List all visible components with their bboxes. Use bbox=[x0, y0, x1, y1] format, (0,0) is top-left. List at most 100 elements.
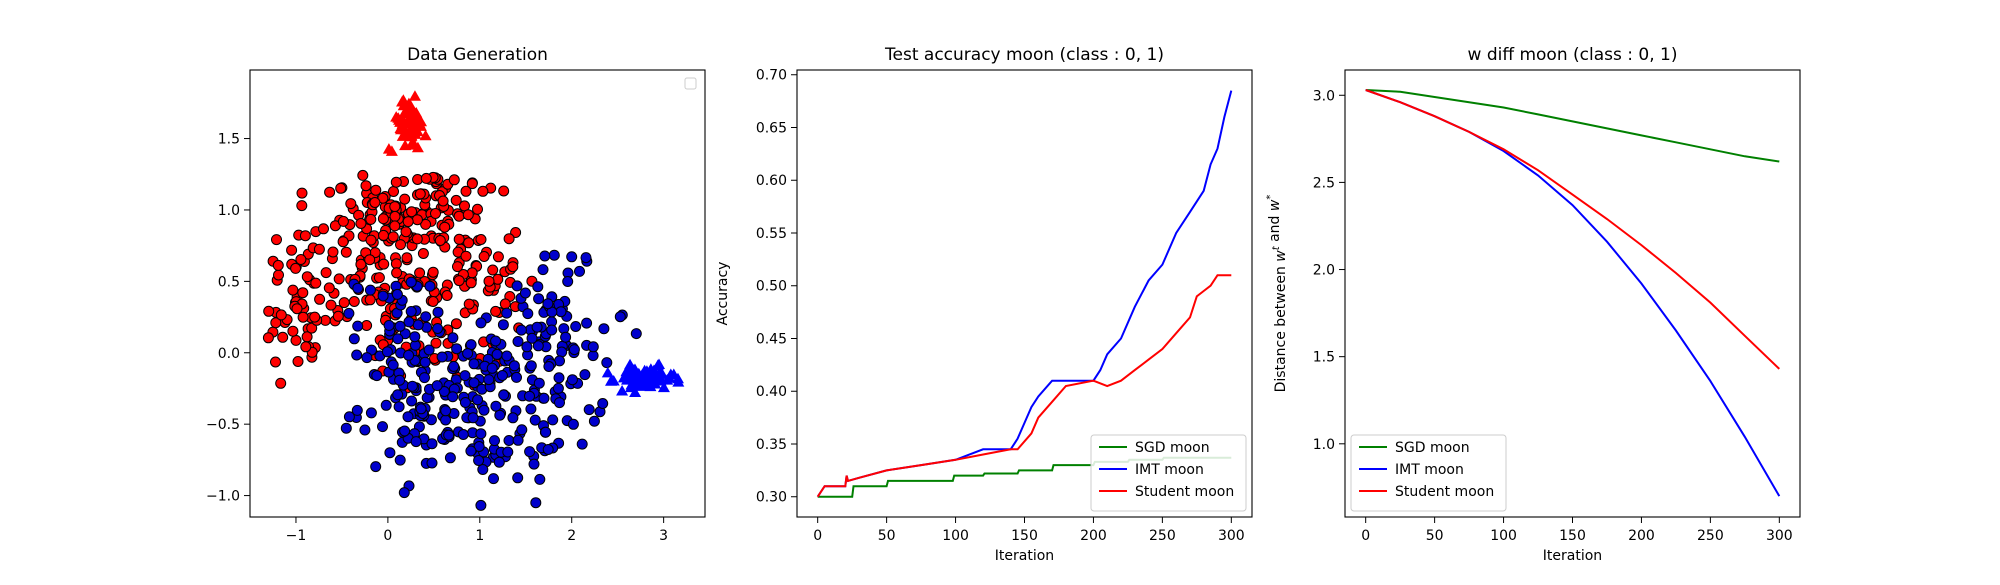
y-tick-label: 2.5 bbox=[1313, 175, 1335, 191]
scatter-point bbox=[439, 221, 451, 233]
scatter-point bbox=[398, 487, 410, 499]
scatter-point bbox=[371, 370, 383, 382]
scatter-point bbox=[490, 305, 502, 317]
scatter-point bbox=[287, 325, 299, 337]
scatter-point bbox=[411, 233, 423, 245]
scatter-point bbox=[270, 317, 282, 329]
scatter-point bbox=[453, 210, 465, 222]
x-tick-label: 200 bbox=[1080, 528, 1107, 544]
scatter-point bbox=[566, 251, 578, 263]
scatter-point bbox=[364, 284, 376, 296]
scatter-point bbox=[552, 382, 564, 394]
scatter-point bbox=[405, 276, 417, 288]
scatter-point bbox=[560, 331, 572, 343]
scatter-point bbox=[468, 377, 480, 389]
y-tick-label: 3.0 bbox=[1313, 88, 1335, 104]
scatter-point bbox=[450, 318, 462, 330]
scatter-point bbox=[391, 267, 403, 279]
scatter-point bbox=[468, 358, 480, 370]
scatter-point bbox=[580, 252, 592, 264]
scatter-point bbox=[290, 262, 302, 274]
scatter-triangle bbox=[649, 378, 662, 389]
scatter-point bbox=[360, 180, 372, 192]
legend-label: IMT moon bbox=[1395, 462, 1464, 478]
scatter-point bbox=[453, 275, 465, 287]
scatter-point bbox=[576, 438, 588, 450]
scatter-point bbox=[297, 287, 309, 299]
scatter-point bbox=[333, 273, 345, 285]
x-tick-label: 150 bbox=[1011, 528, 1038, 544]
scatter-point bbox=[473, 441, 485, 452]
legend-label: SGD moon bbox=[1135, 440, 1210, 456]
scatter-triangle bbox=[654, 375, 667, 386]
scatter-point bbox=[503, 233, 515, 245]
x-tick-label: 250 bbox=[1697, 528, 1724, 544]
y-tick-label: 0.70 bbox=[756, 68, 787, 84]
scatter-point bbox=[405, 306, 417, 317]
scatter-point bbox=[528, 458, 540, 470]
scatter-point bbox=[389, 220, 401, 232]
scatter-point bbox=[630, 328, 642, 340]
scatter-point bbox=[534, 473, 546, 485]
y-tick-label: 1.0 bbox=[218, 203, 240, 219]
scatter-point bbox=[355, 258, 367, 270]
scatter-point bbox=[501, 350, 513, 362]
scatter-point bbox=[296, 200, 308, 212]
x-tick-label: 250 bbox=[1149, 528, 1176, 544]
scatter-point bbox=[295, 254, 307, 265]
scatter-point bbox=[547, 414, 559, 426]
scatter-point bbox=[420, 172, 432, 184]
scatter-point bbox=[432, 323, 444, 334]
scatter-point bbox=[462, 348, 474, 359]
scatter-point bbox=[403, 349, 415, 361]
scatter-point bbox=[389, 201, 401, 213]
scatter-point bbox=[402, 411, 414, 423]
scatter-point bbox=[498, 389, 510, 401]
legend-label: IMT moon bbox=[1135, 462, 1204, 478]
scatter-point bbox=[299, 230, 311, 242]
scatter-point bbox=[335, 182, 347, 194]
scatter-triangle bbox=[622, 362, 635, 373]
scatter-point bbox=[443, 429, 455, 441]
series-line-student-moon bbox=[1365, 89, 1780, 370]
scatter-point bbox=[463, 298, 475, 310]
scatter-point bbox=[542, 298, 554, 310]
scatter-triangle bbox=[642, 369, 655, 381]
scatter-point bbox=[275, 309, 287, 321]
scatter-point bbox=[364, 254, 376, 266]
scatter-point bbox=[377, 213, 389, 225]
scatter-point bbox=[343, 307, 355, 319]
scatter-triangle bbox=[413, 117, 426, 128]
scatter-triangle bbox=[629, 386, 642, 398]
scatter-point bbox=[478, 251, 490, 262]
scatter-point bbox=[524, 390, 535, 402]
x-tick-label: 3 bbox=[659, 528, 668, 544]
scatter-point bbox=[332, 310, 344, 322]
scatter-point bbox=[393, 401, 405, 413]
legend-label: SGD moon bbox=[1395, 440, 1470, 456]
scatter-point bbox=[370, 461, 382, 473]
scatter-point bbox=[412, 319, 424, 331]
scatter-point bbox=[417, 248, 429, 259]
scatter-point bbox=[501, 307, 513, 319]
scatter-point bbox=[273, 269, 284, 281]
w-diff-y-axis-label: Distance between wt and w* bbox=[1265, 195, 1289, 393]
scatter-point bbox=[419, 372, 430, 384]
scatter-point bbox=[475, 499, 487, 511]
scatter-point bbox=[380, 399, 392, 411]
scatter-point bbox=[438, 386, 450, 397]
w-diff-plot-area bbox=[1365, 89, 1781, 497]
scatter-point bbox=[532, 281, 544, 293]
scatter-point bbox=[403, 316, 415, 328]
scatter-triangle bbox=[601, 366, 614, 378]
scatter-point bbox=[365, 213, 377, 225]
scatter-point bbox=[483, 374, 495, 386]
scatter-point bbox=[478, 404, 490, 416]
y-tick-label: 0.5 bbox=[218, 274, 240, 290]
data-generation-title: Data Generation bbox=[407, 45, 548, 65]
scatter-point bbox=[275, 377, 287, 389]
scatter-point bbox=[466, 178, 478, 190]
scatter-point bbox=[348, 333, 360, 345]
scatter-point bbox=[352, 320, 364, 332]
